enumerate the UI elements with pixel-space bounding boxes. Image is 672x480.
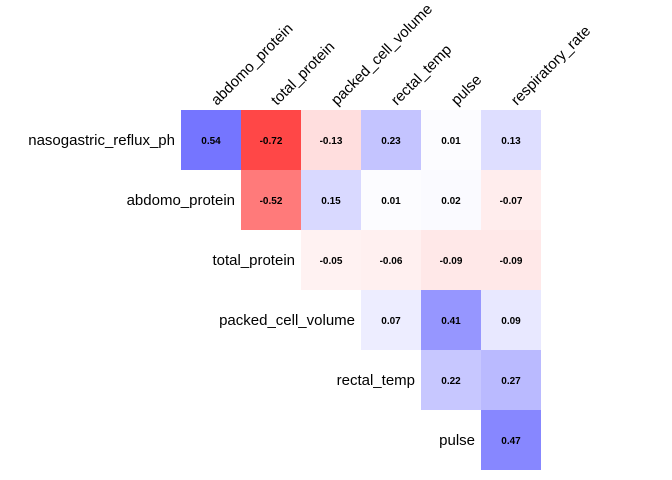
row-label: pulse [439, 432, 475, 449]
row-label: nasogastric_reflux_ph [28, 132, 175, 149]
column-label: rectal_temp [388, 41, 455, 108]
cell-value-label: 0.23 [381, 136, 401, 147]
cell-value-label: 0.01 [441, 136, 461, 147]
heatmap-cell [361, 110, 421, 170]
heatmap-cell [301, 170, 361, 230]
cell-value-label: 0.01 [381, 196, 401, 207]
heatmap-cell [421, 290, 481, 350]
cell-value-label: -0.13 [320, 136, 343, 147]
heatmap-cell [481, 290, 541, 350]
cell-value-label: -0.07 [500, 196, 523, 207]
cell-value-label: 0.41 [441, 316, 461, 327]
row-label: total_protein [212, 252, 295, 269]
cell-value-label: 0.09 [501, 316, 521, 327]
cell-value-label: 0.07 [381, 316, 401, 327]
cell-value-label: 0.47 [501, 436, 521, 447]
row-label: abdomo_protein [127, 192, 235, 209]
column-label: packed_cell_volume [328, 1, 436, 109]
heatmap-cell [421, 170, 481, 230]
heatmap-cell [421, 230, 481, 290]
heatmap-cell [421, 110, 481, 170]
heatmap-cell [361, 290, 421, 350]
cell-value-label: -0.09 [500, 256, 523, 267]
heatmap-cell [181, 110, 241, 170]
row-label: packed_cell_volume [219, 312, 355, 329]
cell-value-label: 0.22 [441, 376, 461, 387]
heatmap-cell [241, 170, 301, 230]
cell-value-label: -0.09 [440, 256, 463, 267]
column-label: respiratory_rate [508, 23, 594, 109]
heatmap-cells: 0.54 -0.72 -0.13 0.23 0.01 0.13 -0.52 0.15 0.01 0… [181, 110, 541, 470]
heatmap-cell [301, 230, 361, 290]
cell-value-label: 0.27 [501, 376, 521, 387]
cell-value-label: -0.05 [320, 256, 343, 267]
heatmap-cell [421, 350, 481, 410]
column-labels: abdomo_proteintotal_proteinpacked_cell_v… [208, 1, 594, 109]
cell-value-label: 0.13 [501, 136, 521, 147]
cell-value-label: 0.54 [201, 136, 221, 147]
heatmap-cell [241, 110, 301, 170]
heatmap-cell [481, 230, 541, 290]
heatmap-cell [301, 110, 361, 170]
heatmap-cell [481, 110, 541, 170]
cell-value-label: 0.02 [441, 196, 461, 207]
heatmap-cell [481, 350, 541, 410]
column-label: pulse [448, 71, 485, 108]
heatmap-cell [361, 170, 421, 230]
cell-value-label: -0.72 [260, 136, 283, 147]
cell-value-label: -0.52 [260, 196, 283, 207]
cell-value-label: 0.15 [321, 196, 341, 207]
heatmap-cell [361, 230, 421, 290]
row-labels: nasogastric_reflux_ph abdomo_proteintotal… [28, 132, 475, 449]
cell-value-label: -0.06 [380, 256, 403, 267]
row-label: rectal_temp [337, 372, 415, 389]
heatmap-cell [481, 410, 541, 470]
heatmap-cell [481, 170, 541, 230]
